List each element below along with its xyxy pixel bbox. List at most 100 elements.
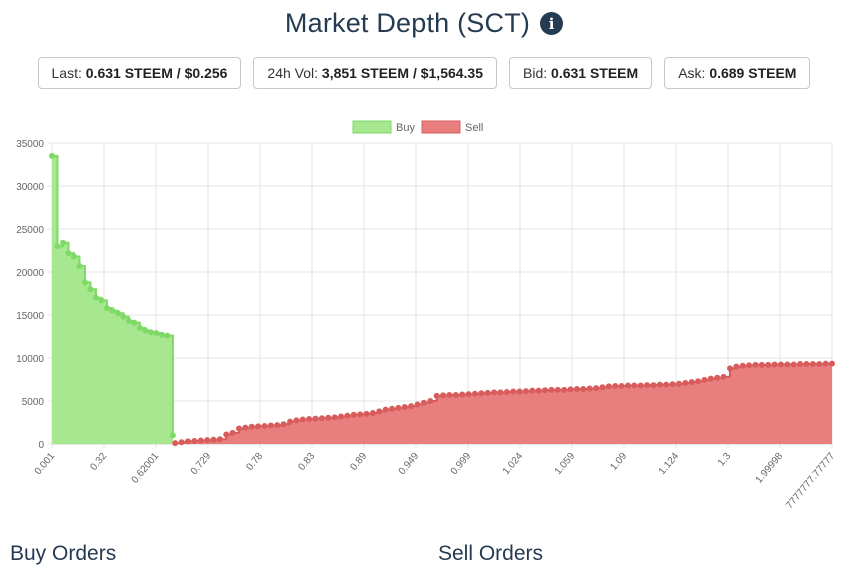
sell-point: [395, 404, 402, 411]
buy-point: [153, 330, 160, 337]
sell-point: [529, 387, 536, 394]
sell-point: [535, 387, 542, 394]
sell-point: [612, 382, 619, 389]
sell-point: [440, 392, 447, 399]
sell-point: [675, 380, 682, 387]
sell-point: [554, 386, 561, 393]
sell-point: [669, 381, 676, 388]
sell-point: [739, 362, 746, 369]
sell-point: [465, 391, 472, 398]
buy-point: [158, 331, 165, 338]
info-circle-icon[interactable]: i: [540, 12, 564, 35]
sell-point: [197, 437, 204, 444]
sell-point: [548, 386, 555, 393]
buy-point: [142, 327, 149, 334]
x-tick-label: 1.059: [553, 451, 578, 478]
x-tick-label: 0.32: [88, 451, 109, 473]
stat-24h-volume: 24h Vol: 3,851 STEEM / $1,564.35: [253, 57, 498, 89]
x-tick-label: 1.124: [657, 451, 682, 478]
x-tick-label: 0.78: [244, 451, 265, 473]
sell-point: [401, 404, 408, 411]
sell-point: [420, 399, 427, 406]
sell-point: [707, 375, 714, 382]
legend-label-sell: Sell: [465, 122, 483, 134]
sell-point: [357, 411, 364, 418]
sell-point: [191, 437, 198, 444]
y-tick-label: 15000: [16, 311, 44, 322]
sell-point: [586, 385, 593, 392]
sell-point: [236, 425, 243, 432]
y-tick-label: 10000: [16, 354, 44, 365]
sell-point: [567, 386, 574, 393]
sell-point: [624, 382, 631, 389]
stat-bid-label: Bid:: [523, 65, 548, 81]
buy-point: [147, 329, 154, 336]
sell-point: [318, 415, 325, 422]
buy-point: [76, 262, 83, 269]
x-tick-label: 1.024: [501, 451, 526, 478]
y-tick-label: 5000: [22, 397, 45, 408]
sell-point: [720, 373, 727, 380]
sell-point: [312, 415, 319, 422]
sell-point: [809, 361, 816, 368]
stat-ask-label: Ask:: [678, 65, 706, 81]
buy-point: [169, 432, 176, 439]
sell-point: [790, 361, 797, 368]
sell-point: [325, 414, 332, 421]
buy-point: [125, 318, 132, 325]
sell-point: [746, 362, 753, 369]
buy-point: [70, 253, 77, 260]
x-tick-label: 1.3: [716, 451, 734, 469]
sell-point: [338, 413, 345, 420]
sell-point: [784, 361, 791, 368]
sell-point: [172, 440, 179, 447]
sell-point: [389, 405, 396, 412]
sell-point: [484, 389, 491, 396]
buy-point: [54, 243, 61, 250]
stat-last-label: Last:: [51, 65, 82, 81]
sell-point: [758, 361, 765, 368]
page-header: Market Depth (SCT) i: [0, 8, 848, 39]
x-tick-label: 0.949: [397, 451, 422, 478]
x-tick-label: 0.729: [189, 451, 214, 478]
sell-point: [644, 382, 651, 389]
y-tick-label: 35000: [16, 139, 44, 150]
sell-point: [223, 431, 230, 438]
sell-point: [510, 388, 517, 395]
stat-last-value: 0.631 STEEM / $0.256: [85, 65, 228, 81]
legend-swatch-buy: [352, 120, 392, 134]
sell-point: [682, 379, 689, 386]
buy-point: [49, 152, 55, 159]
sell-point: [255, 423, 262, 430]
sell-point: [503, 388, 510, 395]
sell-point: [363, 410, 370, 417]
stat-bid: Bid: 0.631 STEEM: [509, 57, 653, 89]
sell-point: [497, 389, 504, 396]
sell-point: [184, 438, 191, 445]
legend-swatch-sell: [421, 120, 461, 134]
sell-point: [733, 363, 740, 370]
sell-point: [216, 436, 223, 443]
stat-ask-value: 0.689 STEEM: [709, 65, 797, 81]
sell-point: [280, 421, 287, 428]
sell-point: [688, 379, 695, 386]
sell-point: [471, 390, 478, 397]
sell-point: [414, 401, 421, 408]
sell-point: [695, 378, 702, 385]
sell-point: [580, 385, 587, 392]
x-tick-label: 0.83: [296, 451, 317, 473]
stat-volume-label: 24h Vol:: [267, 65, 319, 81]
buy-point: [81, 279, 88, 286]
sell-point: [656, 381, 663, 388]
sell-point: [459, 391, 466, 398]
buy-orders-heading: Buy Orders: [10, 542, 117, 565]
sell-point: [293, 417, 300, 424]
sell-point: [427, 398, 434, 404]
sell-point: [822, 360, 829, 367]
page-title: Market Depth (SCT): [284, 8, 531, 38]
stats-bar: Last: 0.631 STEEM / $0.256 24h Vol: 3,85…: [0, 57, 848, 89]
y-tick-label: 30000: [16, 182, 44, 193]
x-tick-label: 0.999: [449, 451, 474, 478]
buy-point: [131, 319, 138, 326]
stat-volume-value: 3,851 STEEM / $1,564.35: [321, 65, 484, 81]
